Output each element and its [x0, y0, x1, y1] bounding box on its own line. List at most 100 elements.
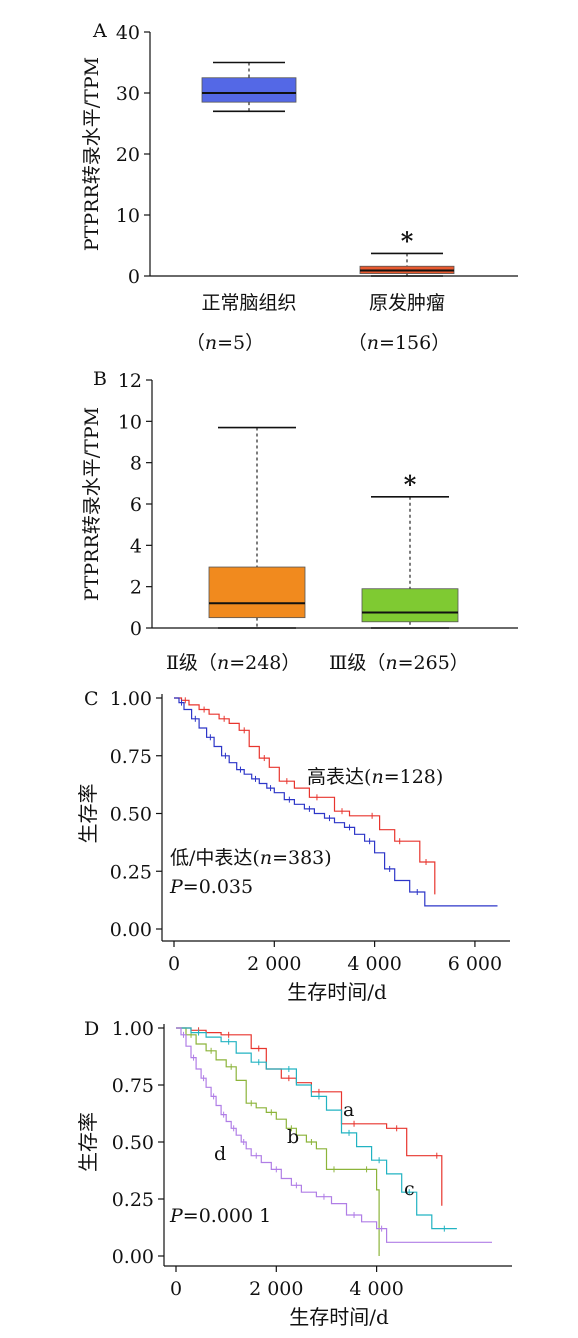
- survival-curve-0: [174, 697, 436, 895]
- y-tick-label: 30: [116, 83, 140, 105]
- y-tick-label: 2: [130, 577, 142, 599]
- box-iqr: [208, 566, 306, 619]
- count-open: （: [198, 652, 217, 674]
- series-count-n: n: [371, 766, 383, 788]
- chart-d: D 0.00 0.25 0.50 0.75 1.00 0 2 000 4 000 生存时间/d 生存…: [76, 1018, 512, 1329]
- y-axis-label: PTPRR转录水平/TPM: [81, 57, 103, 251]
- y-tick-label: 0.00: [110, 919, 152, 941]
- survival-curve-1: [176, 1027, 380, 1256]
- count-label-open: （: [186, 332, 205, 354]
- series-name: 高表达: [307, 766, 364, 788]
- panel-label: D: [84, 1018, 99, 1040]
- series-count-value: =128: [384, 766, 436, 788]
- x-tick-label: 6 000: [448, 953, 502, 975]
- p-value: P=0.035: [169, 876, 253, 898]
- y-tick-label: 0.75: [112, 1075, 154, 1097]
- y-axis-label: 生存率: [76, 784, 100, 844]
- count-label: （n=156）: [348, 332, 450, 354]
- count-label-open: （: [348, 332, 367, 354]
- series-count-close: ): [324, 847, 331, 869]
- count-n: n: [385, 652, 397, 674]
- y-tick-label: 6: [130, 494, 142, 516]
- x-tick-label: 2 000: [247, 953, 301, 975]
- x-axis-label: 生存时间/d: [287, 980, 387, 1004]
- count-open: （: [366, 652, 385, 674]
- panel-label: A: [92, 20, 107, 42]
- count-label-value: =5: [217, 332, 245, 354]
- y-tick-label: 0.50: [112, 1132, 154, 1154]
- chart-b: B 0 2 4 6 8 10 12 PTPRR转录水平/TPM Ⅱ级（n=248） Ⅲ级（n=265…: [81, 368, 518, 674]
- box-0: [208, 426, 306, 629]
- count-label-close: ）: [431, 332, 450, 354]
- y-tick-label: 10: [116, 205, 140, 227]
- category-label: 正常脑组织: [201, 292, 296, 314]
- p-value: P=0.000 1: [169, 1205, 271, 1227]
- panel-label: C: [84, 688, 99, 710]
- p-value-p: P: [169, 876, 184, 898]
- y-axis-label: 生存率: [76, 1112, 100, 1172]
- y-axis-label: PTPRR转录水平/TPM: [81, 407, 103, 601]
- count-value: =265: [398, 652, 450, 674]
- series-label-2: c: [404, 1178, 415, 1200]
- x-tick-label: 4 000: [347, 953, 401, 975]
- y-tick-label: 0.25: [110, 861, 152, 883]
- x-tick-label: 4 000: [349, 1278, 403, 1300]
- x-tick-label: 0: [168, 953, 180, 975]
- y-tick-label: 12: [118, 370, 142, 392]
- y-tick-label: 40: [116, 22, 140, 44]
- y-tick-label: 10: [118, 411, 142, 433]
- significance-marker: *: [401, 226, 414, 255]
- p-value-value: =0.000 1: [183, 1205, 271, 1227]
- y-tick-label: 0: [128, 266, 140, 288]
- series-count-open: (: [252, 847, 259, 869]
- y-tick-label: 0.00: [112, 1246, 154, 1268]
- y-tick-label: 20: [116, 144, 140, 166]
- count-label-n: n: [367, 332, 379, 354]
- series-label-1: 低/中表达(n=383): [170, 847, 332, 869]
- box-iqr: [201, 77, 297, 103]
- significance-marker: *: [404, 470, 417, 499]
- count-label-n: n: [205, 332, 217, 354]
- series-name: 低/中表达: [170, 847, 252, 869]
- panel-label: B: [93, 368, 107, 390]
- survival-curve-1: [174, 697, 498, 907]
- y-tick-label: 4: [130, 535, 142, 557]
- count-value: =248: [229, 652, 281, 674]
- series-count-open: (: [364, 766, 371, 788]
- y-tick-label: 0.75: [110, 746, 152, 768]
- p-value-value: =0.035: [183, 876, 253, 898]
- y-tick-label: 8: [130, 453, 142, 475]
- y-tick-label: 0: [130, 618, 142, 640]
- category-label: Ⅲ级（n=265）: [329, 652, 469, 674]
- y-tick-label: 0.50: [110, 804, 152, 826]
- count-label-value: =156: [379, 332, 431, 354]
- p-value-p: P: [169, 1205, 184, 1227]
- survival-curve-2: [176, 1027, 457, 1230]
- box-1: [359, 252, 455, 277]
- category-label: 原发肿瘤: [369, 292, 445, 314]
- series-count-n: n: [260, 847, 272, 869]
- box-iqr: [361, 588, 459, 623]
- count-close: ）: [450, 652, 469, 674]
- series-label-0: 高表达(n=128): [307, 766, 443, 788]
- category-label: Ⅱ级（n=248）: [166, 652, 300, 674]
- series-count-value: =383: [272, 847, 324, 869]
- count-label: （n=5）: [186, 332, 264, 354]
- y-tick-label: 1.00: [112, 1018, 154, 1040]
- count-label-close: ）: [245, 332, 264, 354]
- series-label-0: a: [343, 1099, 354, 1121]
- count-close: ）: [281, 652, 300, 674]
- y-tick-label: 1.00: [110, 688, 152, 710]
- series-label-3: d: [214, 1143, 226, 1165]
- series-count-close: ): [436, 766, 443, 788]
- x-axis-label: 生存时间/d: [289, 1305, 389, 1329]
- chart-c: C 0.00 0.25 0.50 0.75 1.00 0 2 000 4 000 6 000 生存时…: [76, 688, 510, 1004]
- box-0: [201, 61, 297, 113]
- x-tick-label: 0: [170, 1278, 182, 1300]
- series-label-1: b: [287, 1126, 299, 1148]
- box-1: [361, 495, 459, 629]
- count-n: n: [217, 652, 229, 674]
- y-tick-label: 0.25: [112, 1189, 154, 1211]
